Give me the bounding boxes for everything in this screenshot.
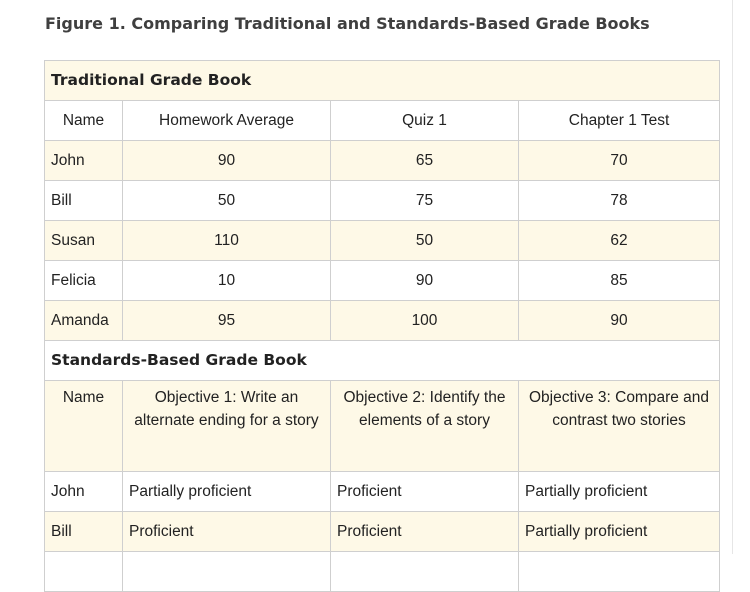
student-name: Susan <box>44 220 123 261</box>
traditional-header-row: Name Homework Average Quiz 1 Chapter 1 T… <box>44 100 721 141</box>
table-row: John Partially proficient Proficient Par… <box>44 471 721 512</box>
student-name: Amanda <box>44 300 123 341</box>
grade-cell: 85 <box>517 260 721 301</box>
grade-cell: 100 <box>330 300 519 341</box>
grade-cell: 110 <box>122 220 331 261</box>
header-cell: Chapter 1 Test <box>517 100 721 141</box>
standards-title-row: Standards-Based Grade Book <box>43 340 721 381</box>
header-cell: Name <box>44 100 123 141</box>
header-cell: Quiz 1 <box>330 100 519 141</box>
grade-cell: 95 <box>122 300 331 341</box>
proficiency-cell: Partially proficient <box>517 511 721 552</box>
empty-cell <box>44 551 123 592</box>
empty-cell <box>517 551 721 592</box>
table-row: Bill Proficient Proficient Partially pro… <box>44 511 721 552</box>
student-name: Bill <box>44 511 123 552</box>
table-row: John 90 65 70 <box>44 140 721 181</box>
header-cell: Objective 3: Compare and contrast two st… <box>517 380 721 472</box>
grade-cell: 75 <box>330 180 519 221</box>
header-cell: Objective 1: Write an alternate ending f… <box>122 380 331 472</box>
table-row-cutoff <box>44 551 721 592</box>
proficiency-cell: Proficient <box>330 511 519 552</box>
header-cell: Homework Average <box>122 100 331 141</box>
grade-cell: 50 <box>330 220 519 261</box>
table-row: Amanda 95 100 90 <box>44 300 721 341</box>
proficiency-cell: Partially proficient <box>517 471 721 512</box>
student-name: Felicia <box>44 260 123 301</box>
grade-cell: 62 <box>517 220 721 261</box>
empty-cell <box>122 551 331 592</box>
header-cell: Objective 2: Identify the elements of a … <box>330 380 519 472</box>
student-name: John <box>44 471 123 512</box>
empty-cell <box>330 551 519 592</box>
proficiency-cell: Proficient <box>330 471 519 512</box>
figure-caption: Figure 1. Comparing Traditional and Stan… <box>45 14 650 33</box>
student-name: Bill <box>44 180 123 221</box>
page-edge-divider <box>732 0 733 554</box>
grade-cell: 90 <box>330 260 519 301</box>
header-cell: Name <box>44 380 123 472</box>
traditional-title: Traditional Grade Book <box>43 60 721 101</box>
grade-cell: 90 <box>517 300 721 341</box>
grade-cell: 10 <box>122 260 331 301</box>
traditional-title-row: Traditional Grade Book <box>43 60 721 101</box>
grade-cell: 65 <box>330 140 519 181</box>
grade-cell: 70 <box>517 140 721 181</box>
table-row: Bill 50 75 78 <box>44 180 721 221</box>
standards-title: Standards-Based Grade Book <box>43 340 721 381</box>
grade-cell: 50 <box>122 180 331 221</box>
grade-cell: 78 <box>517 180 721 221</box>
table-row: Susan 110 50 62 <box>44 220 721 261</box>
student-name: John <box>44 140 123 181</box>
grade-book-table: Traditional Grade Book Name Homework Ave… <box>43 60 721 592</box>
proficiency-cell: Proficient <box>122 511 331 552</box>
table-row: Felicia 10 90 85 <box>44 260 721 301</box>
grade-cell: 90 <box>122 140 331 181</box>
standards-header-row: Name Objective 1: Write an alternate end… <box>44 380 721 472</box>
proficiency-cell: Partially proficient <box>122 471 331 512</box>
